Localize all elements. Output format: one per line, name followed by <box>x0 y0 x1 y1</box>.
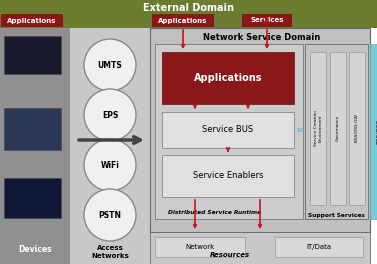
Bar <box>155 237 245 257</box>
Text: Distributed Service Runtime: Distributed Service Runtime <box>169 210 262 214</box>
Text: Service BUS: Service BUS <box>202 125 254 134</box>
Bar <box>349 52 365 205</box>
Circle shape <box>84 139 136 191</box>
Bar <box>150 232 370 264</box>
Text: External Domain: External Domain <box>143 3 234 13</box>
Text: Governance: Governance <box>336 115 340 141</box>
Bar <box>0 28 70 264</box>
Bar <box>242 14 292 27</box>
Bar <box>1 14 63 27</box>
Circle shape <box>84 189 136 241</box>
Bar <box>162 52 294 104</box>
Text: Applications: Applications <box>194 73 262 83</box>
Text: Access: Access <box>97 245 123 251</box>
Bar <box>4 108 61 150</box>
Text: Devices: Devices <box>18 246 52 254</box>
Bar <box>330 52 346 205</box>
Text: IT/Data: IT/Data <box>307 244 331 250</box>
Bar <box>370 44 377 219</box>
Text: UMTS: UMTS <box>98 60 123 69</box>
Text: BSS/OSS: BSS/OSS <box>375 118 377 144</box>
Bar <box>305 44 368 219</box>
Text: Applications: Applications <box>7 17 57 23</box>
Bar <box>4 36 61 74</box>
Bar <box>0 0 377 28</box>
Text: WiFi: WiFi <box>101 161 120 169</box>
Circle shape <box>84 89 136 141</box>
Bar <box>152 14 214 27</box>
Text: Networks: Networks <box>91 253 129 259</box>
Bar <box>162 112 294 148</box>
Text: PSTN: PSTN <box>98 210 121 219</box>
Bar <box>4 178 61 218</box>
Bar <box>162 155 294 197</box>
Text: Service Enablers: Service Enablers <box>193 172 263 181</box>
Text: BSS/OSS GW: BSS/OSS GW <box>355 114 359 142</box>
Bar <box>310 52 326 205</box>
Bar <box>150 28 370 232</box>
Circle shape <box>84 39 136 91</box>
Text: Service Creation
Environment: Service Creation Environment <box>314 110 322 146</box>
Text: Network: Network <box>185 244 215 250</box>
Text: Support Services: Support Services <box>308 213 365 218</box>
Bar <box>155 44 303 219</box>
Bar <box>70 28 150 264</box>
Text: Applications: Applications <box>158 17 208 23</box>
Text: Services: Services <box>250 17 284 23</box>
Text: EPS: EPS <box>102 111 118 120</box>
Text: Network Service Domain: Network Service Domain <box>203 34 320 43</box>
Bar <box>275 237 363 257</box>
Text: Resources: Resources <box>210 252 250 258</box>
